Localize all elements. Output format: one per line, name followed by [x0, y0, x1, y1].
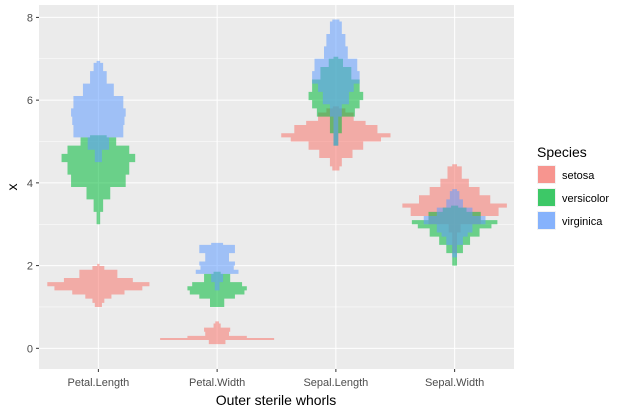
legend-title: Species — [537, 144, 587, 160]
legend-label-versicolor: versicolor — [562, 193, 609, 205]
legend-key-virginica — [538, 212, 555, 229]
y-tick-label: 8 — [27, 12, 33, 24]
minor-gridlines — [39, 58, 514, 308]
violin-setosa-petal-length — [47, 263, 150, 307]
x-axis: Petal.Length Petal.Width Sepal.Length Sepal… — [67, 369, 484, 389]
legend-key-versicolor — [538, 189, 555, 206]
x-axis-title: Outer sterile whorls — [216, 392, 337, 408]
y-tick-label: 6 — [27, 95, 33, 107]
y-axis-title: x — [4, 184, 20, 191]
x-tick-label: Petal.Width — [189, 377, 245, 389]
legend: Species setosa versicolor virginica — [537, 144, 609, 230]
legend-items: setosa versicolor virginica — [537, 165, 609, 230]
legend-key-setosa — [538, 166, 555, 183]
violin-virginica-sepal-length — [312, 19, 360, 146]
y-tick-label: 4 — [27, 178, 33, 190]
legend-label-virginica: virginica — [562, 216, 603, 228]
violin-virginica-petal-length — [71, 60, 126, 163]
y-tick-label: 0 — [27, 343, 33, 355]
x-tick-label: Petal.Length — [67, 377, 129, 389]
violin-virginica-petal-width — [195, 242, 239, 291]
violin-setosa-petal-width — [160, 321, 275, 345]
y-axis: 0 2 4 6 8 — [27, 12, 39, 355]
x-tick-label: Sepal.Length — [303, 377, 368, 389]
violin-virginica-sepal-width — [423, 189, 486, 258]
violin-layer — [47, 19, 507, 345]
x-tick-label: Sepal.Width — [425, 377, 484, 389]
violin-versicolor-petal-length — [61, 135, 136, 225]
y-tick-label: 2 — [27, 261, 33, 273]
legend-label-setosa: setosa — [562, 170, 595, 182]
